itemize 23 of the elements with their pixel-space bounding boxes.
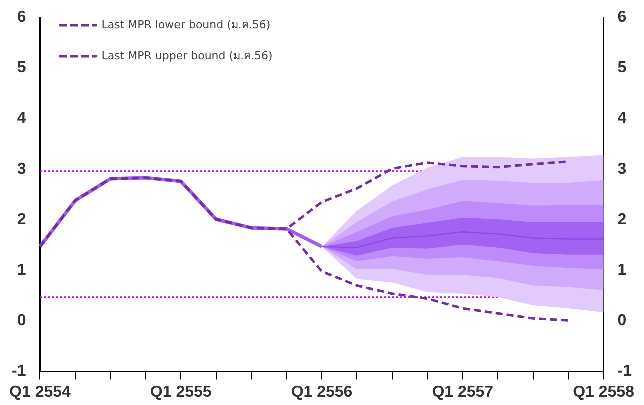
y2-tick-label: 1 (618, 262, 627, 280)
y2-tick-label: 2 (618, 211, 627, 228)
x-tick-label: Q1 2556 (291, 384, 353, 401)
x-tick-label: Q1 2555 (150, 384, 212, 401)
y2-tick-label: 6 (618, 9, 627, 26)
x-tick-label: Q1 2557 (432, 384, 494, 401)
y2-tick-label: 4 (618, 110, 627, 128)
legend-label: Last MPR lower bound (ม.ค.56) (102, 18, 271, 32)
y-tick-label: 0 (17, 312, 26, 330)
y-tick-label: 5 (17, 60, 26, 77)
legend-label: Last MPR upper bound (ม.ค.56) (102, 49, 273, 62)
x-tick-label: Q1 2558 (573, 384, 635, 401)
y2-tick-label: 0 (618, 312, 627, 330)
y-tick-label: 4 (17, 110, 26, 128)
x-tick-label: Q1 2554 (10, 384, 72, 401)
y2-tick-label: -1 (618, 363, 632, 380)
y-tick-label: 2 (17, 211, 26, 228)
y-tick-label: 6 (17, 9, 26, 26)
y-tick-label: -1 (12, 363, 26, 380)
y2-tick-label: 5 (618, 60, 627, 77)
y-tick-label: 1 (17, 262, 26, 280)
y-tick-label: 3 (17, 160, 26, 178)
y2-tick-label: 3 (618, 160, 627, 178)
